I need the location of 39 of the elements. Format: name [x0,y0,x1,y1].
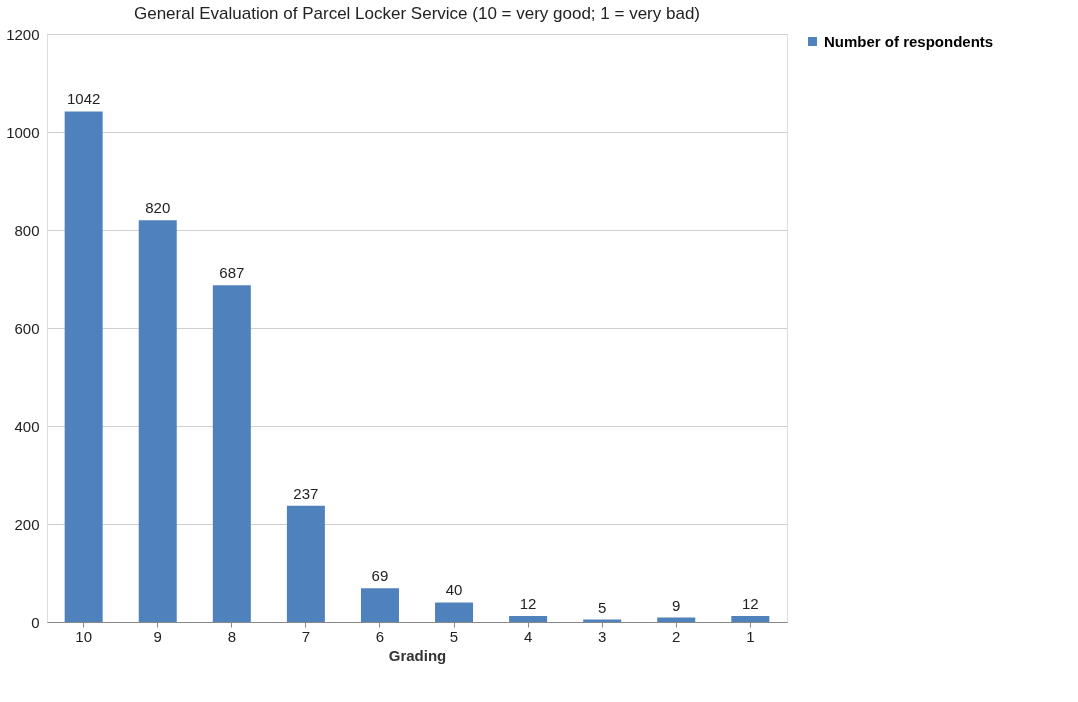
bar [509,616,548,622]
data-label: 237 [293,484,319,502]
data-label: 12 [519,595,537,613]
data-label: 9 [672,596,681,614]
data-label: 1042 [66,90,101,108]
bar [212,285,251,622]
data-label: 12 [741,595,759,613]
x-axis-title: Grading [388,646,447,664]
bar [731,616,770,622]
x-tick-label: 8 [227,627,236,645]
bar [657,617,696,622]
y-tick-label: 0 [31,613,40,631]
x-tick-label: 10 [75,627,93,645]
bar [286,505,325,622]
data-label: 69 [371,567,389,585]
x-tick-label: 6 [375,627,385,645]
data-label: 40 [445,581,463,599]
legend-label: Number of respondents [824,32,994,50]
bar [138,220,177,622]
y-tick-label: 1000 [6,123,40,141]
y-tick-label: 200 [14,515,40,533]
chart-title: General Evaluation of Parcel Locker Service (10 = very good; 1 = very bad) [133,4,701,23]
bar [360,588,399,622]
x-tick-label: 9 [153,627,162,645]
y-tick-label: 400 [14,417,40,435]
y-tick-label: 800 [14,221,40,239]
data-label: 687 [219,264,245,282]
bar [435,602,474,622]
data-label: 820 [145,199,171,217]
y-tick-label: 600 [14,319,40,337]
x-tick-label: 7 [301,627,311,645]
x-tick-label: 4 [523,627,533,645]
bar [64,111,103,622]
data-label: 5 [598,598,607,616]
y-tick-label: 1200 [6,25,40,43]
x-tick-label: 2 [672,627,681,645]
x-tick-label: 3 [598,627,607,645]
x-tick-label: 1 [746,627,755,645]
x-tick-label: 5 [449,627,459,645]
